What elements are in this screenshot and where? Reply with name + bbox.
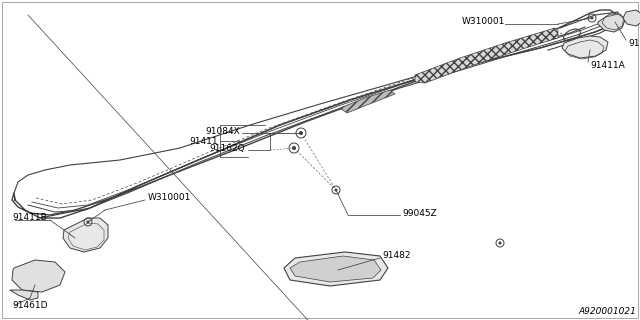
Text: A920001021: A920001021 <box>578 307 636 316</box>
Circle shape <box>499 242 502 244</box>
Text: 91162Q: 91162Q <box>209 145 245 154</box>
Polygon shape <box>12 260 65 292</box>
Polygon shape <box>63 218 108 252</box>
Text: 91084X: 91084X <box>205 127 240 137</box>
Text: 91461C: 91461C <box>628 39 640 49</box>
Text: 91482: 91482 <box>382 252 410 260</box>
Text: 91411B: 91411B <box>12 213 47 222</box>
Text: W310001: W310001 <box>461 18 505 27</box>
Polygon shape <box>415 28 558 83</box>
Text: 99045Z: 99045Z <box>402 209 436 218</box>
Polygon shape <box>10 290 38 300</box>
Text: 91461D: 91461D <box>12 300 47 309</box>
Polygon shape <box>562 36 608 58</box>
Text: 91411A: 91411A <box>590 61 625 70</box>
Text: 91411: 91411 <box>189 137 218 146</box>
Polygon shape <box>623 10 640 26</box>
Circle shape <box>292 146 296 150</box>
Polygon shape <box>340 90 395 113</box>
Circle shape <box>335 188 337 191</box>
Circle shape <box>299 131 303 135</box>
Circle shape <box>86 220 90 223</box>
Polygon shape <box>598 14 625 32</box>
Polygon shape <box>284 252 388 286</box>
Text: W310001: W310001 <box>148 194 191 203</box>
Polygon shape <box>290 256 381 282</box>
Circle shape <box>591 17 593 20</box>
